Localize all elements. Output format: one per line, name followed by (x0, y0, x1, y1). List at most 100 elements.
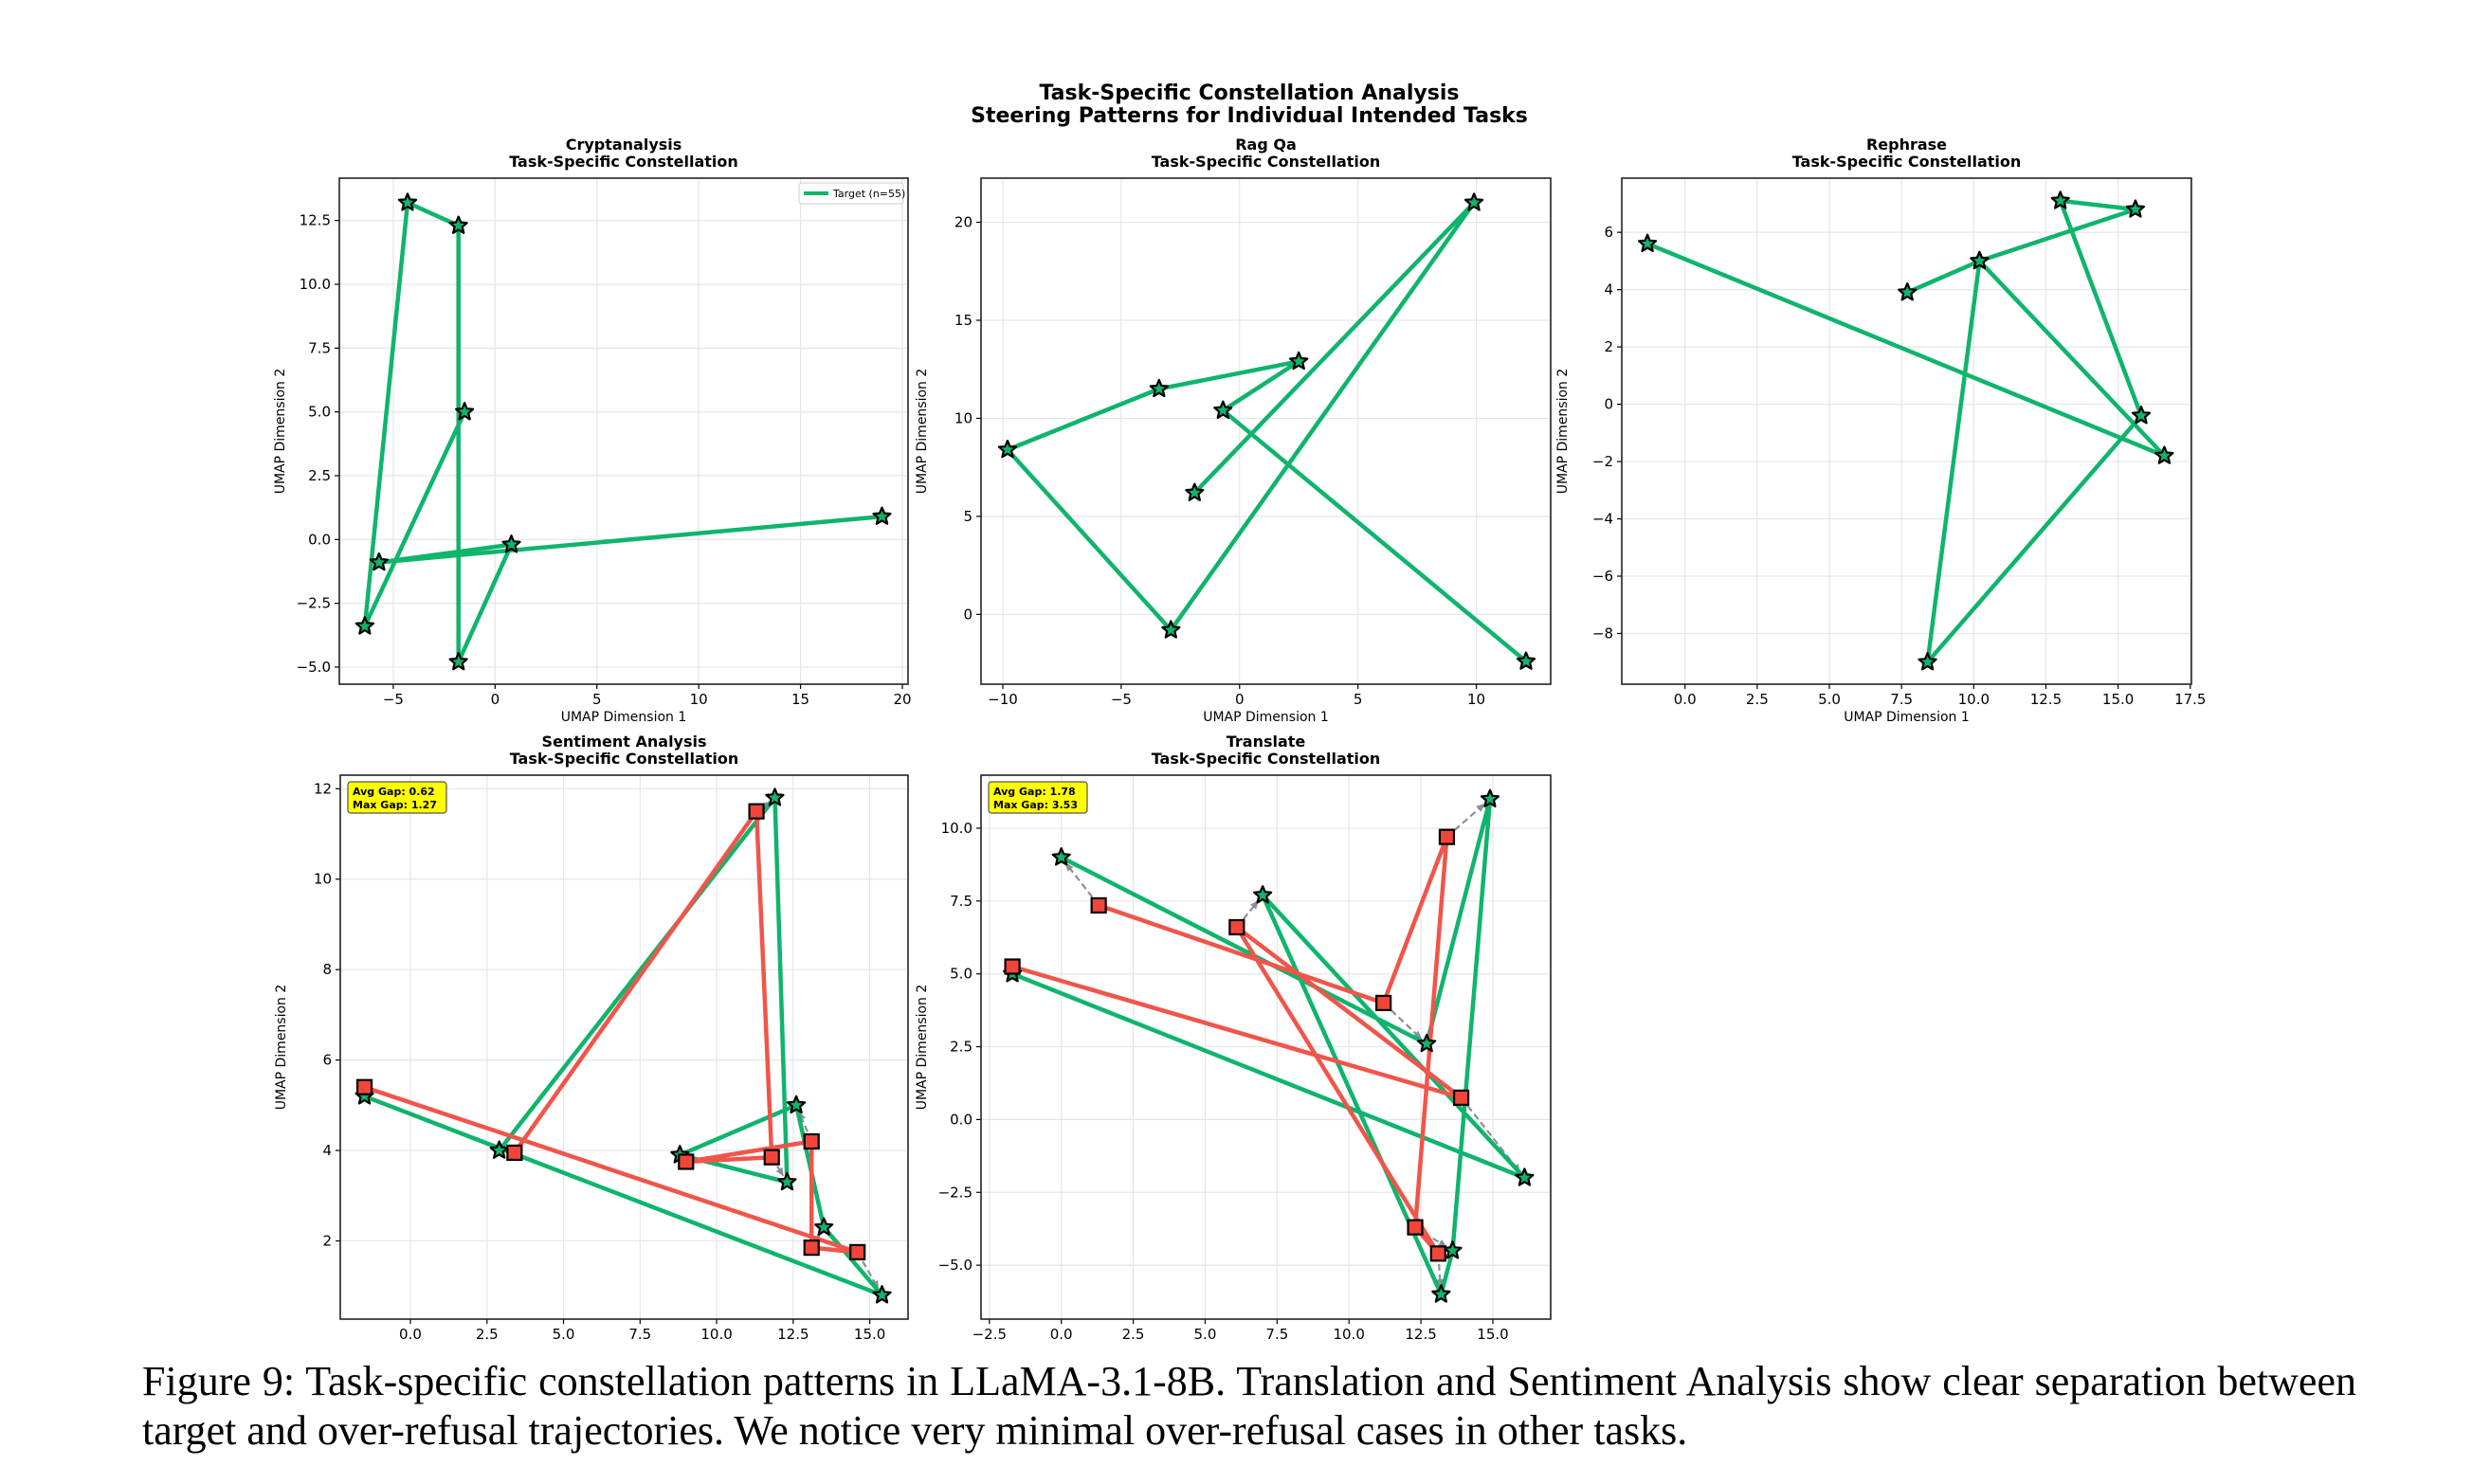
target-star-marker (1480, 788, 1500, 807)
target-star-marker (814, 1217, 834, 1236)
over-refusal-square-marker (355, 1078, 373, 1095)
x-tick-label: 12.5 (2030, 691, 2062, 708)
target-star-marker (786, 1095, 807, 1114)
target-star-marker (765, 787, 785, 806)
target-star-marker (1051, 847, 1071, 866)
y-tick-label: 10.0 (300, 276, 331, 293)
gap-annotation-box (988, 781, 1088, 814)
y-tick-label: 4 (322, 1142, 332, 1159)
over-refusal-square-marker (1004, 958, 1021, 975)
x-tick-label: −5 (383, 691, 404, 708)
figure-suptitle-line1: Task-Specific Constellation Analysis (1040, 81, 1460, 105)
target-star-marker (1253, 885, 1273, 904)
subplot-subtitle: Task-Specific Constellation (1152, 750, 1381, 768)
x-tick-label: 12.5 (777, 1326, 809, 1343)
x-tick-label: 2.5 (1122, 1326, 1145, 1343)
y-axis-label: UMAP Dimension 2 (915, 369, 930, 495)
y-tick-label: −2.5 (938, 1184, 972, 1201)
over-refusal-square-marker (506, 1144, 523, 1162)
x-axis-label: UMAP Dimension 1 (561, 710, 687, 725)
y-tick-label: −6 (1592, 568, 1613, 585)
target-star-marker (2125, 199, 2145, 218)
target-star-marker (777, 1171, 797, 1191)
x-tick-label: 5.0 (553, 1326, 575, 1343)
target-trajectory-line (362, 200, 882, 664)
target-star-marker (2050, 190, 2070, 209)
target-star-marker (1185, 482, 1205, 501)
y-tick-label: 12.5 (300, 212, 331, 229)
x-tick-label: 15 (791, 691, 809, 708)
x-tick-label: 10.0 (700, 1326, 732, 1343)
target-star-marker (1289, 351, 1309, 371)
y-tick-label: 10 (314, 871, 332, 888)
over-refusal-square-marker (1228, 918, 1245, 936)
x-tick-label: 0.0 (1050, 1326, 1073, 1343)
x-tick-label: 0 (491, 691, 500, 708)
axes-frame (1621, 177, 2192, 685)
gap-annotation-box (347, 781, 447, 814)
subplot-subtitle: Task-Specific Constellation (510, 750, 739, 768)
y-tick-label: 5.0 (308, 404, 331, 421)
y-tick-label: 2.5 (308, 467, 331, 484)
gap-arrow (856, 1251, 880, 1290)
over-refusal-square-marker (803, 1240, 820, 1257)
y-axis-label: UMAP Dimension 2 (274, 985, 289, 1111)
subplot-subtitle: Task-Specific Constellation (1152, 153, 1381, 171)
over-refusal-square-marker (849, 1243, 866, 1260)
target-star-marker (1638, 233, 1658, 252)
over-refusal-square-marker (1375, 994, 1392, 1012)
x-tick-label: 2.5 (1746, 691, 1769, 708)
over-refusal-square-marker (1438, 828, 1456, 845)
target-star-marker (397, 192, 418, 211)
x-tick-label: 5 (592, 691, 602, 708)
target-star-marker (1443, 1240, 1463, 1259)
figure-canvas: Task-Specific Constellation Analysis Ste… (273, 81, 2206, 1346)
y-tick-label: 4 (1604, 281, 1613, 299)
x-tick-label: 0 (1235, 691, 1245, 708)
y-tick-label: 2 (1604, 338, 1613, 355)
x-tick-label: 5.0 (1194, 1326, 1217, 1343)
y-tick-label: 10.0 (941, 820, 972, 837)
avg-gap-text: Avg Gap: 1.78 (993, 786, 1076, 798)
x-tick-label: 10 (690, 691, 708, 708)
target-star-marker (1970, 250, 1990, 270)
x-tick-label: 20 (893, 691, 911, 708)
max-gap-text: Max Gap: 3.53 (993, 799, 1078, 811)
y-axis-label: UMAP Dimension 2 (273, 369, 288, 495)
x-tick-label: −10 (988, 691, 1018, 708)
x-tick-label: 0.0 (1674, 691, 1697, 708)
y-tick-label: 8 (322, 961, 332, 978)
target-star-marker (872, 506, 892, 525)
figure-suptitle-line2: Steering Patterns for Individual Intende… (971, 104, 1528, 128)
axes-frame (980, 774, 1552, 1320)
y-tick-label: 10 (954, 409, 972, 426)
x-tick-label: 7.5 (1265, 1326, 1288, 1343)
target-star-marker (2131, 406, 2152, 425)
legend-target-label: Target (n=55) (832, 188, 905, 200)
target-star-marker (489, 1140, 509, 1159)
target-trajectory-line (1011, 796, 1527, 1297)
y-tick-label: 20 (954, 214, 972, 231)
target-star-marker (1149, 378, 1169, 398)
target-star-marker (1515, 1167, 1535, 1186)
target-star-marker (872, 1285, 892, 1304)
axes-frame (339, 774, 909, 1320)
x-tick-label: −2.5 (972, 1326, 1007, 1343)
x-axis-label: UMAP Dimension 1 (561, 1345, 687, 1346)
y-tick-label: 2.5 (950, 1039, 972, 1056)
y-axis-label: UMAP Dimension 2 (915, 985, 930, 1111)
y-tick-label: −2 (1592, 453, 1613, 470)
target-star-marker (448, 215, 468, 234)
y-tick-label: 5 (963, 508, 972, 525)
y-tick-label: 7.5 (308, 339, 331, 356)
y-tick-label: 6 (1604, 224, 1613, 241)
x-tick-label: 5.0 (1818, 691, 1841, 708)
x-tick-label: 12.5 (1405, 1326, 1436, 1343)
y-tick-label: 0 (963, 606, 972, 623)
target-star-marker (1161, 620, 1181, 639)
target-star-marker (354, 616, 374, 635)
